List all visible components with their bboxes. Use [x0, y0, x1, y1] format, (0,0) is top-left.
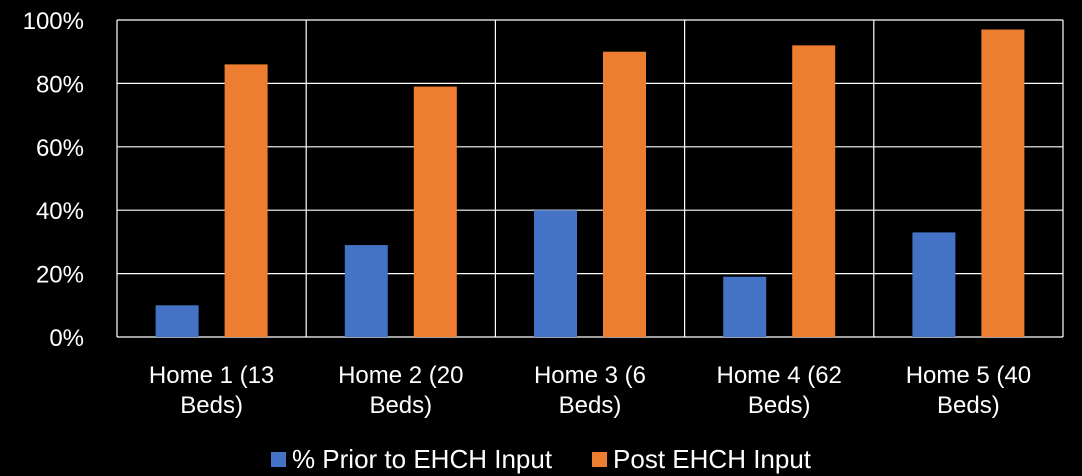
y-tick-label: 20% — [36, 262, 84, 289]
x-tick-label: Home 4 (62 — [717, 362, 842, 389]
x-tick-label: Beds) — [369, 392, 432, 419]
bar-prior — [723, 276, 767, 337]
legend-label-post: Post EHCH Input — [613, 444, 812, 474]
x-tick-label: Beds) — [748, 392, 811, 419]
bar-prior — [534, 210, 577, 337]
bars — [155, 29, 1025, 338]
x-tick-label: Home 1 (13 — [149, 362, 274, 389]
x-axis-ticks: Home 1 (13 Beds) Home 2 (20 Beds) Home 3 (6 B… — [149, 362, 1031, 419]
bar-post — [413, 86, 457, 337]
x-tick-label: Home 5 (40 — [906, 362, 1031, 389]
bar-post — [224, 64, 268, 337]
grid-lines — [116, 19, 1064, 338]
bar-post — [792, 45, 836, 338]
x-tick-label: Home 3 (6 — [534, 362, 646, 389]
x-tick-label: Beds) — [937, 392, 1000, 419]
legend-swatch-prior — [270, 452, 286, 467]
y-tick-label: 0% — [49, 325, 84, 352]
legend-item-post: Post EHCH Input — [592, 444, 811, 475]
y-axis-ticks: 0% 20% 40% 60% 80% 100% — [23, 8, 84, 352]
y-tick-label: 40% — [36, 198, 84, 225]
legend-label-prior: % Prior to EHCH Input — [291, 444, 553, 474]
x-tick-label: Home 2 (20 — [338, 362, 463, 389]
legend-item-prior: % Prior to EHCH Input — [270, 444, 553, 475]
legend: % Prior to EHCH Input Post EHCH Input — [0, 444, 1082, 475]
bar-chart: 0% 20% 40% 60% 80% 100% Home 1 (13 Beds) Home 2… — [23, 8, 1064, 419]
bar-prior — [155, 305, 199, 337]
x-tick-label: Beds) — [559, 392, 622, 419]
bar-post — [603, 51, 646, 337]
bar-post — [981, 29, 1025, 337]
y-tick-label: 60% — [36, 135, 84, 162]
y-tick-label: 100% — [23, 8, 84, 35]
legend-swatch-post — [592, 452, 608, 467]
x-tick-label: Beds) — [180, 392, 243, 419]
bar-prior — [912, 232, 956, 337]
bar-prior — [344, 245, 388, 337]
y-tick-label: 80% — [36, 71, 84, 98]
